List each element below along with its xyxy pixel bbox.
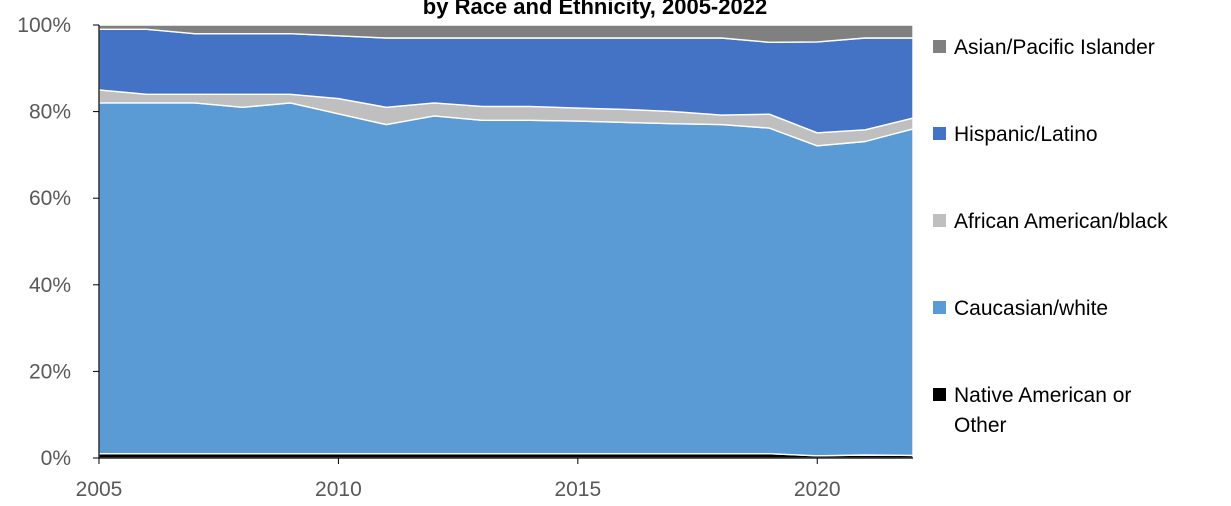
legend: Asian/Pacific Islander Hispanic/Latino Afr… — [933, 36, 1168, 437]
x-tick-label: 2010 — [315, 478, 362, 501]
legend-item-caucasian-white: Caucasian/white — [933, 297, 1108, 320]
legend-item-asian-pacific-islander: Asian/Pacific Islander — [933, 36, 1155, 59]
axes-layer: 0% 20% 40% 60% 80% 100% 2005 2010 2015 2020 — [17, 14, 913, 501]
y-tick-label: 100% — [17, 14, 71, 37]
area-caucasian-white — [98, 102, 914, 457]
x-tick-label: 2015 — [554, 478, 601, 501]
legend-swatch — [933, 40, 946, 53]
legend-label: Caucasian/white — [954, 297, 1108, 320]
legend-item-hispanic-latino: Hispanic/Latino — [933, 123, 1098, 146]
legend-swatch — [933, 127, 946, 140]
legend-item-native-american-or-other: Native American or Other — [933, 384, 1131, 437]
legend-label: African American/black — [954, 210, 1168, 233]
legend-label: Native American or Other — [954, 384, 1131, 437]
chart-title: by Race and Ethnicity, 2005-2022 — [423, 0, 767, 19]
x-tick-label: 2005 — [76, 478, 123, 501]
areas-layer — [98, 24, 914, 459]
y-tick-label: 40% — [29, 274, 71, 297]
legend-label: Asian/Pacific Islander — [954, 36, 1155, 59]
legend-swatch — [933, 214, 946, 227]
legend-swatch — [933, 388, 946, 401]
y-tick-label: 80% — [29, 101, 71, 124]
legend-swatch — [933, 301, 946, 314]
y-tick-label: 60% — [29, 187, 71, 210]
legend-item-african-american-black: African American/black — [933, 210, 1168, 233]
x-tick-label: 2020 — [794, 478, 841, 501]
legend-label: Hispanic/Latino — [954, 123, 1098, 146]
area-asian-pacific-islander — [98, 24, 914, 43]
y-tick-label: 0% — [41, 447, 71, 470]
y-tick-label: 20% — [29, 360, 71, 383]
